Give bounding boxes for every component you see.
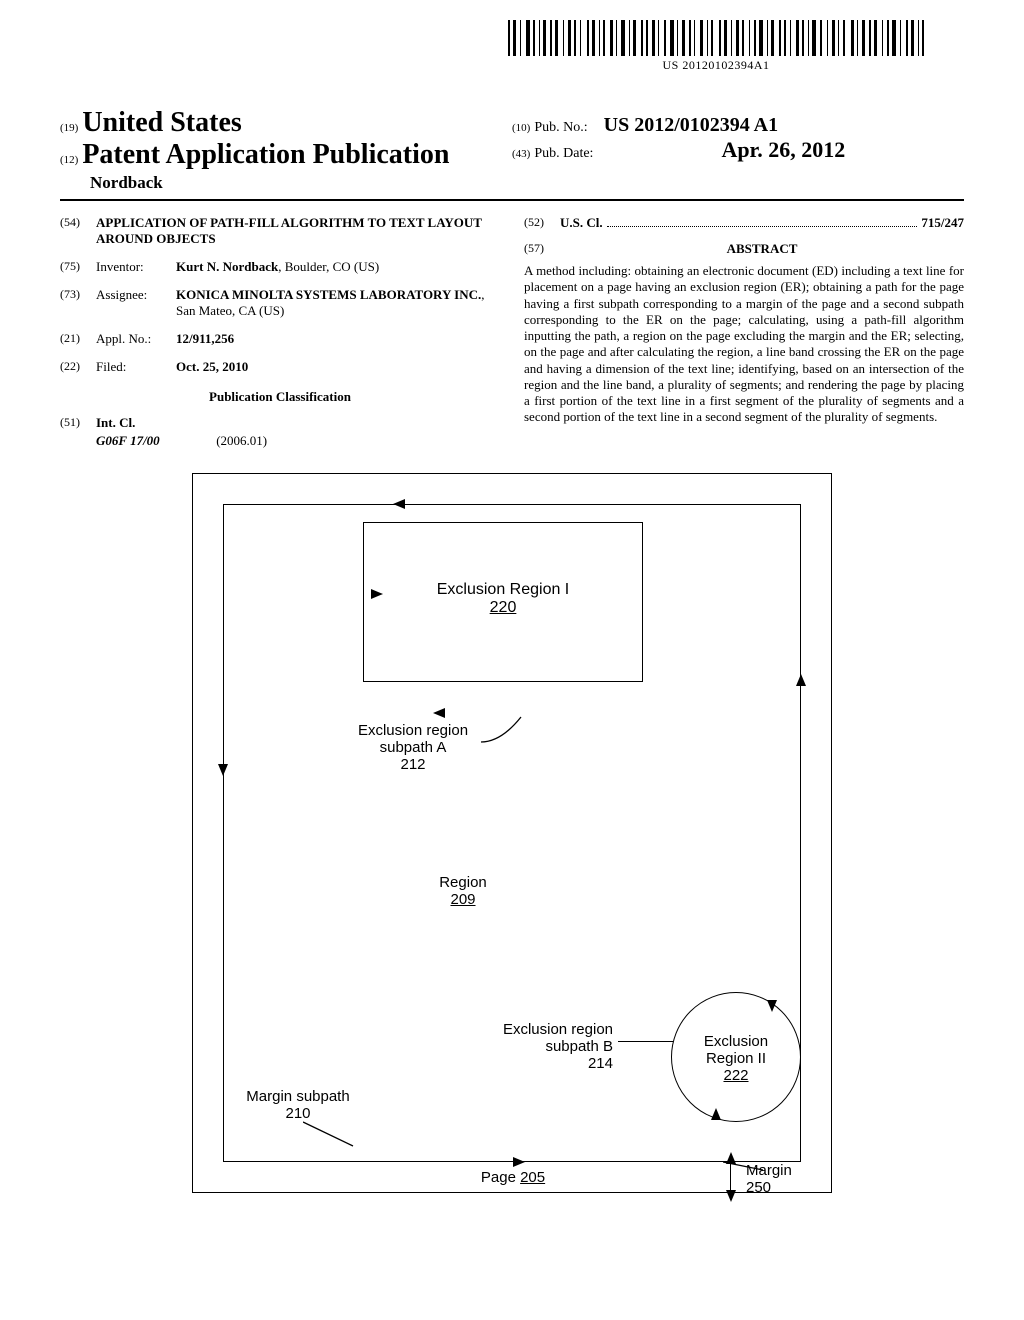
code-12: (12) xyxy=(60,154,78,166)
code-75: (75) xyxy=(60,259,96,275)
uscl-value: 715/247 xyxy=(921,215,964,230)
uscl-label: U.S. Cl. xyxy=(560,215,603,230)
bibliographic-data: (54) APPLICATION OF PATH-FILL ALGORITHM … xyxy=(60,215,964,449)
subpath-b-text1: Exclusion region xyxy=(503,1021,613,1038)
margin-subpath-text: Margin subpath xyxy=(246,1088,349,1105)
filed-value: Oct. 25, 2010 xyxy=(176,359,248,374)
barcode-bars xyxy=(508,20,924,56)
inventor-name: Kurt N. Nordback xyxy=(176,259,278,274)
excl1-label: Exclusion Region I xyxy=(437,581,570,598)
pubdate-value: Apr. 26, 2012 xyxy=(721,137,845,162)
code-19: (19) xyxy=(60,122,78,134)
subpath-b-text2: subpath B xyxy=(545,1038,613,1055)
pub-classification-header: Publication Classification xyxy=(60,389,500,405)
excl2-num: 222 xyxy=(723,1067,748,1084)
intcl-row: (51) Int. Cl. xyxy=(60,415,500,431)
exclusion-region-1: Exclusion Region I 220 xyxy=(363,522,643,682)
applno-label: Appl. No.: xyxy=(96,331,176,347)
subpath-a-leader-icon xyxy=(481,712,541,752)
abstract-header: ABSTRACT xyxy=(560,241,964,257)
margin-subpath-label: Margin subpath 210 xyxy=(233,1088,363,1122)
pubno-label: Pub. No.: xyxy=(534,120,587,135)
subpath-a-text2: subpath A xyxy=(380,739,447,756)
margin-arrow-down-icon xyxy=(726,1190,736,1202)
biblio-right-column: (52) U.S. Cl. 715/247 (57) ABSTRACT A me… xyxy=(524,215,964,449)
code-43: (43) xyxy=(512,148,530,160)
page-num: 205 xyxy=(520,1169,545,1186)
code-57: (57) xyxy=(524,241,560,263)
code-22: (22) xyxy=(60,359,96,375)
subpath-b-leader-icon xyxy=(618,1041,673,1042)
excl1-num: 220 xyxy=(490,599,517,616)
code-52: (52) xyxy=(524,215,560,231)
abstract-text: A method including: obtaining an electro… xyxy=(524,263,964,426)
filed-label: Filed: xyxy=(96,359,176,375)
intcl-edition: (2006.01) xyxy=(216,433,267,448)
biblio-left-column: (54) APPLICATION OF PATH-FILL ALGORITHM … xyxy=(60,215,500,449)
intcl-label: Int. Cl. xyxy=(96,415,135,430)
assignee-name: KONICA MINOLTA SYSTEMS LABORATORY INC. xyxy=(176,287,481,302)
page-text: Page xyxy=(481,1169,516,1186)
subpath-a-num: 212 xyxy=(400,756,425,773)
code-21: (21) xyxy=(60,331,96,347)
barcode: US 20120102394A1 xyxy=(508,20,924,73)
margin-num: 250 xyxy=(746,1179,771,1196)
assignee-row: (73) Assignee: KONICA MINOLTA SYSTEMS LA… xyxy=(60,287,500,319)
inventor-label: Inventor: xyxy=(96,259,176,275)
applno-value: 12/911,256 xyxy=(176,331,234,346)
region-num: 209 xyxy=(450,891,475,908)
arrow-excl1-bottom-icon xyxy=(433,708,445,718)
publication-type: Patent Application Publication xyxy=(82,139,449,170)
inventor-location: , Boulder, CO (US) xyxy=(278,259,379,274)
margin-subpath-leader-icon xyxy=(303,1120,363,1150)
uscl-row: (52) U.S. Cl. 715/247 xyxy=(524,215,964,231)
assignee-value: KONICA MINOLTA SYSTEMS LABORATORY INC., … xyxy=(176,287,500,319)
code-10: (10) xyxy=(512,122,530,134)
invention-title: APPLICATION OF PATH-FILL ALGORITHM TO TE… xyxy=(96,215,500,247)
assignee-label: Assignee: xyxy=(96,287,176,319)
code-51: (51) xyxy=(60,415,96,431)
country: United States xyxy=(82,107,241,138)
applno-row: (21) Appl. No.: 12/911,256 xyxy=(60,331,500,347)
barcode-number: US 20120102394A1 xyxy=(508,58,924,73)
inventor-value: Kurt N. Nordback, Boulder, CO (US) xyxy=(176,259,500,275)
margin-leader-icon xyxy=(723,1160,763,1180)
pubno-value: US 2012/0102394 A1 xyxy=(604,114,778,136)
figure-wrap: Exclusion Region I 220 Exclusion region … xyxy=(192,473,832,1193)
patent-figure: Exclusion Region I 220 Exclusion region … xyxy=(192,473,832,1193)
page-label: Page 205 xyxy=(453,1169,573,1186)
subpath-b-label: Exclusion region subpath B 214 xyxy=(453,1021,613,1072)
filed-row: (22) Filed: Oct. 25, 2010 xyxy=(60,359,500,375)
arrow-excl1-top-icon xyxy=(371,589,383,599)
subpath-b-num: 214 xyxy=(588,1055,613,1072)
subpath-a-text1: Exclusion region xyxy=(358,722,468,739)
uscl-dots xyxy=(607,215,918,227)
arrow-excl2-bottom-icon xyxy=(711,1108,721,1120)
excl2-label2: Region II xyxy=(706,1050,766,1067)
code-54: (54) xyxy=(60,215,96,247)
intcl-value-row: G06F 17/00 (2006.01) xyxy=(96,433,500,449)
exclusion-region-2: Exclusion Region II 222 xyxy=(671,992,801,1122)
document-header: (19) United States (12) Patent Applicati… xyxy=(60,82,964,201)
author-header: Nordback xyxy=(90,173,512,193)
region-label: Region 209 xyxy=(423,874,503,908)
region-text: Region xyxy=(439,874,487,891)
arrow-excl2-top-icon xyxy=(767,1000,777,1012)
barcode-area: US 20120102394A1 xyxy=(60,20,964,74)
title-row: (54) APPLICATION OF PATH-FILL ALGORITHM … xyxy=(60,215,500,247)
code-73: (73) xyxy=(60,287,96,319)
intcl-symbol: G06F 17/00 xyxy=(96,433,160,448)
subpath-a-label: Exclusion region subpath A 212 xyxy=(333,722,493,773)
excl2-label1: Exclusion xyxy=(704,1033,768,1050)
inventor-row: (75) Inventor: Kurt N. Nordback, Boulder… xyxy=(60,259,500,275)
pubdate-label: Pub. Date: xyxy=(534,146,593,161)
